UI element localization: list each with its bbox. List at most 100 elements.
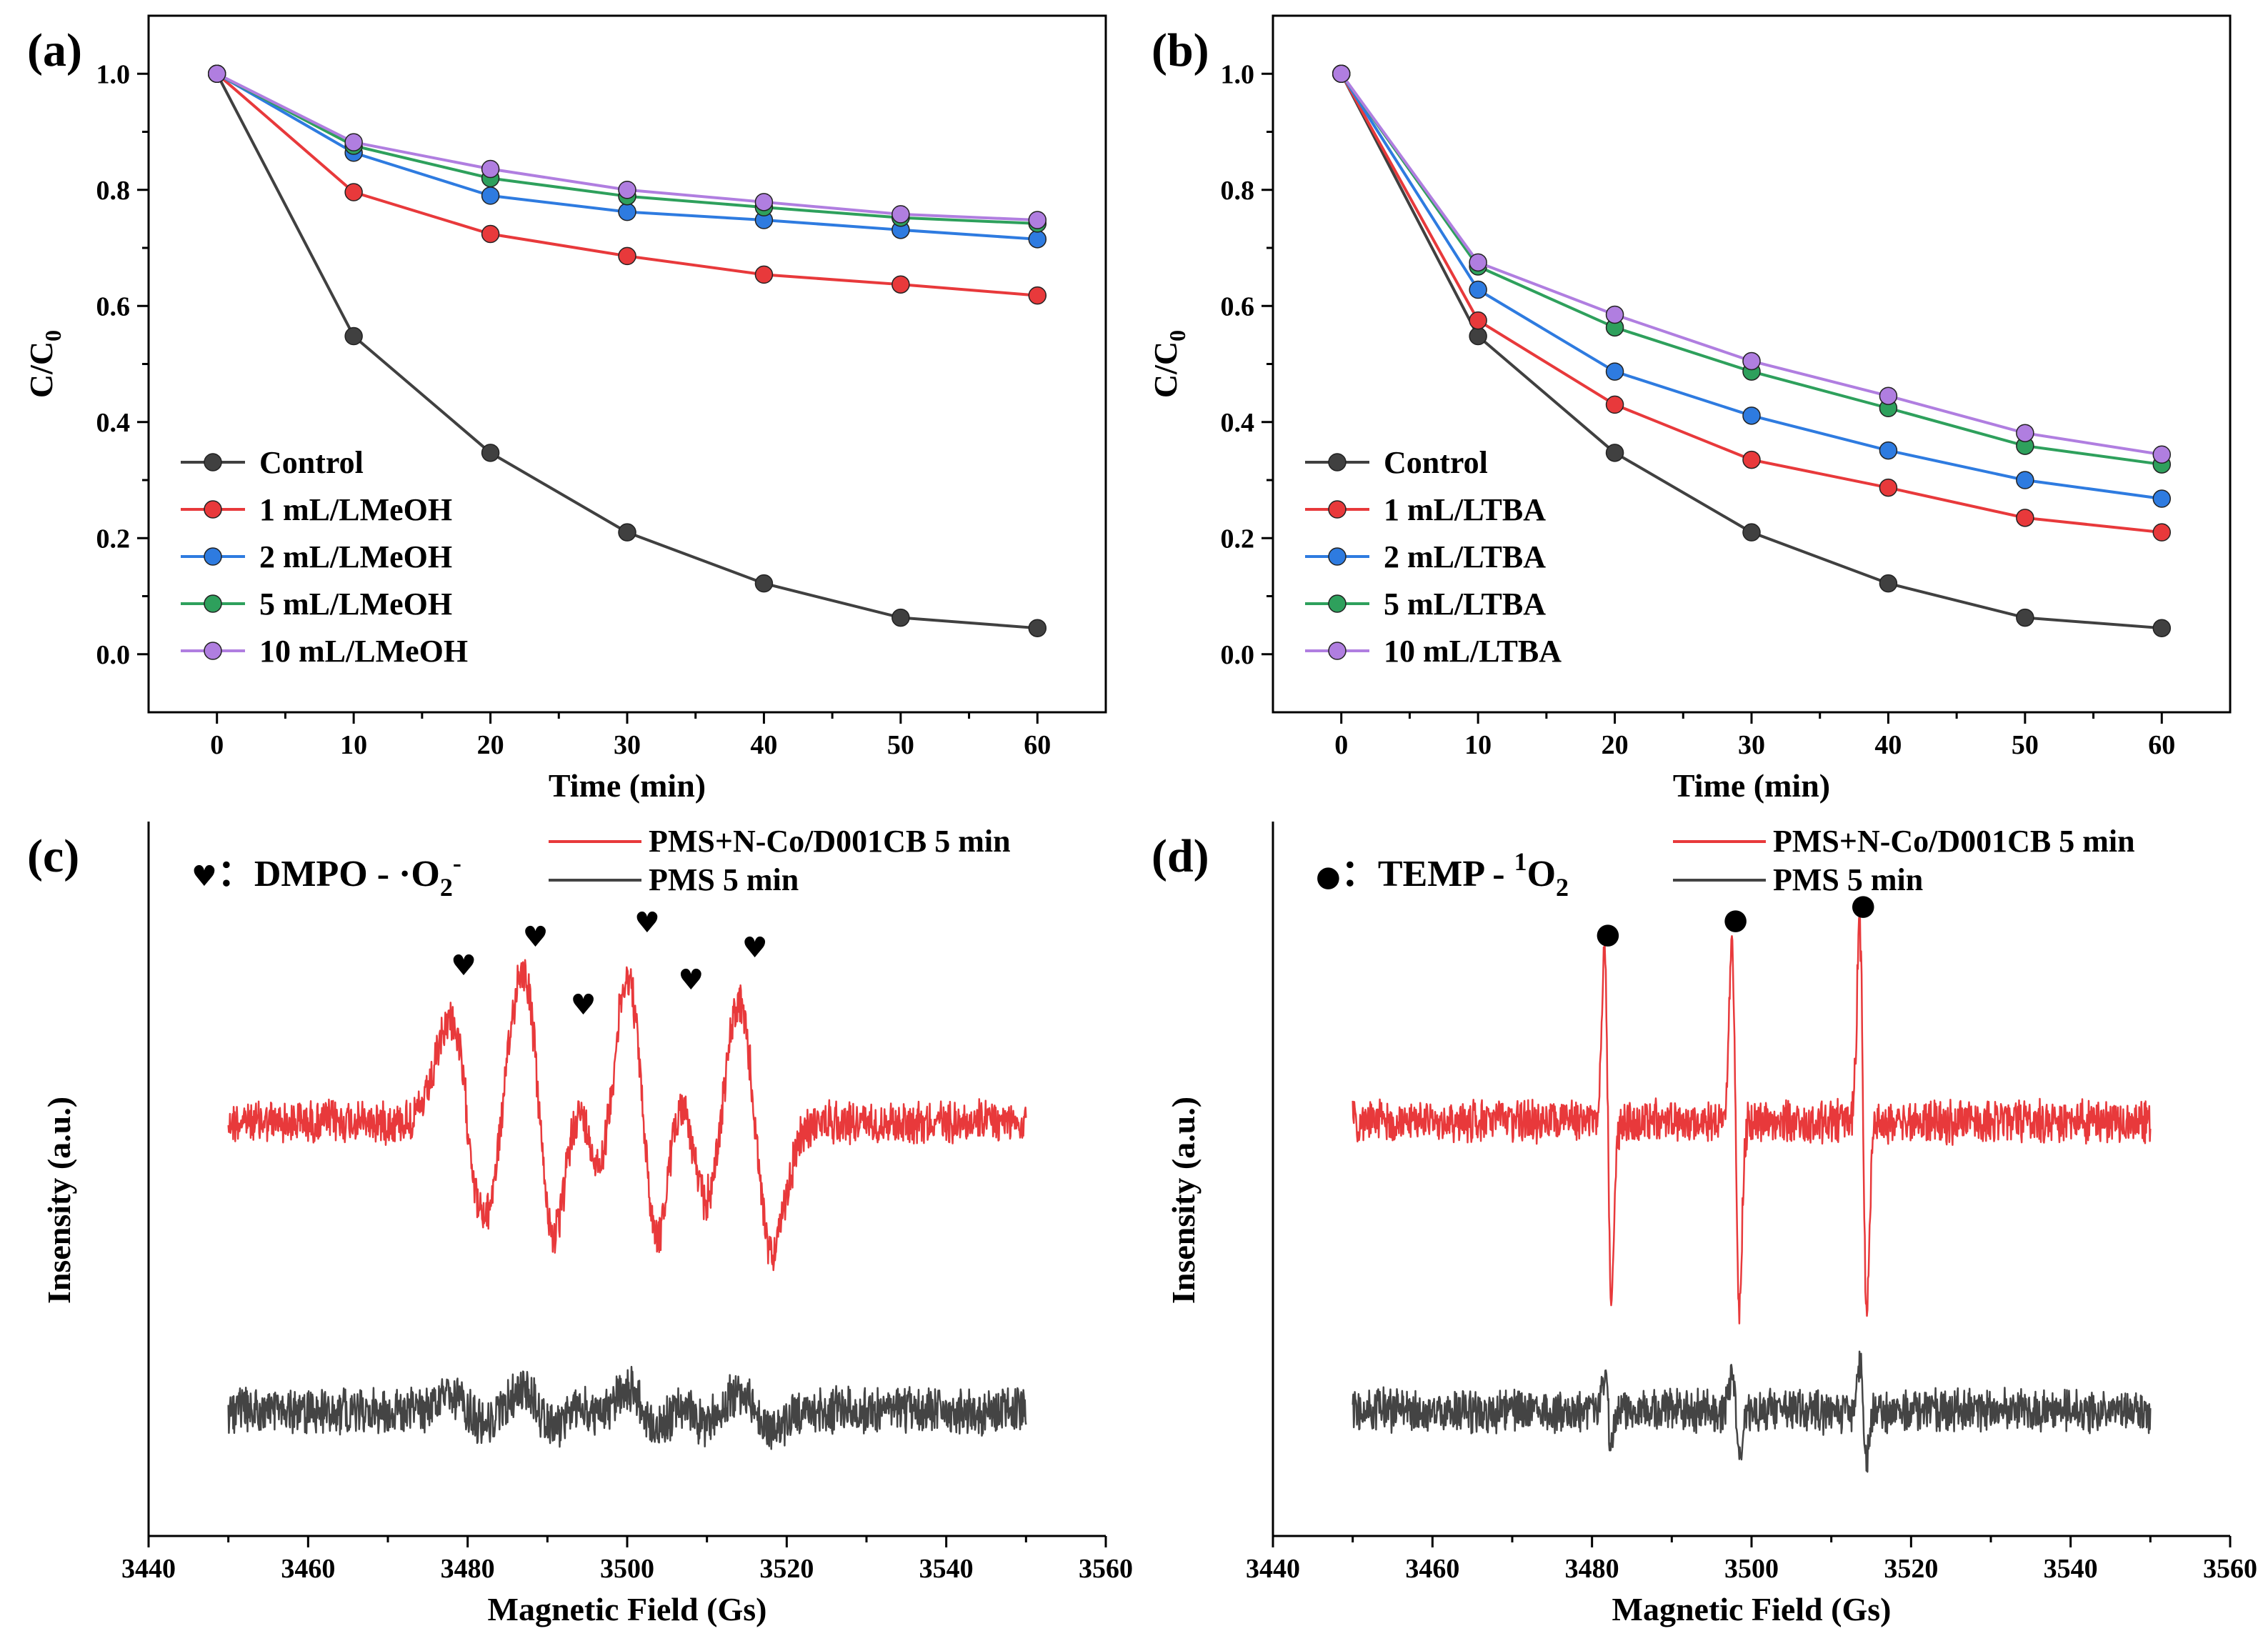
y-tick-label: 0.2 [96,524,131,554]
peak-marker: ♥ [451,949,476,982]
legend-marker [204,594,222,613]
data-point [344,326,363,346]
data-point [754,265,774,284]
data-point [1605,362,1624,381]
data-point [1879,478,1898,497]
legend-marker [204,453,222,472]
legend-label: 2 mL/LTBA [1384,539,1546,574]
panel-label-d: (d) [1152,830,1209,882]
x-tick-label: 3440 [1246,1554,1300,1584]
x-tick-label: 60 [2148,730,2175,760]
data-point [1469,253,1487,272]
y-tick-label: 0.0 [1221,640,1255,670]
data-point [2152,445,2172,464]
peak-marker: ♥ [523,921,549,954]
legend-marker [1328,453,1347,472]
annotation-sub: 2 [440,873,453,902]
y-tick-label: 1.0 [96,59,131,89]
x-tick-label: 0 [1334,730,1348,760]
panel-c: 3440 3460 3480 3500 3520 3540 3560 Magnetic Fie… [27,822,1133,1627]
data-point [1028,286,1047,305]
peak-marker: ♥ [571,989,596,1022]
peak-marker: ● [1723,903,1748,936]
series-0 [1332,64,2172,637]
data-point [1742,523,1761,542]
y-tick-label: 0.6 [1221,291,1255,321]
y-tick-label: 1.0 [1221,59,1255,89]
data-point [481,444,500,462]
x-tick-label: 3500 [600,1554,654,1584]
series-2 [207,64,1047,249]
annotation-text: ：DMPO - ·O [217,854,440,894]
x-tick-label: 20 [477,730,504,760]
peak-marker: ● [1596,917,1621,950]
annotation-sup: 1 [1514,847,1527,876]
panel-d: 3440 3460 3480 3500 3520 3540 3560 Magnetic Fie… [1152,822,2257,1627]
x-tick-label: 3540 [2044,1554,2098,1584]
x-tick-label: 60 [1024,730,1051,760]
x-tick-label: 20 [1602,730,1629,760]
data-point [1742,406,1761,425]
data-point [1879,386,1898,405]
species-annotation: ♥：DMPO - ·O2- [191,849,461,902]
data-point [1605,444,1624,462]
data-point [1028,619,1047,637]
x-tick-label: 40 [1874,730,1902,760]
y-tick-label: 0.4 [96,408,131,438]
data-point [1332,64,1351,83]
annotation-symbol: ● [1316,860,1341,893]
series-line [1340,73,2162,457]
y-axis-title-sub: 0 [1164,330,1190,341]
x-tick-label: 30 [614,730,641,760]
data-point [1605,305,1624,324]
data-point [2152,523,2172,542]
data-point [1028,211,1047,229]
legend-marker [204,547,222,566]
legend-label: 5 mL/LTBA [1384,587,1546,622]
legend-label: 1 mL/LMeOH [259,492,452,527]
series-4 [1332,64,2172,464]
data-point [2152,489,2172,508]
data-point [1742,351,1761,371]
legend-label: 10 mL/LMeOH [259,634,468,669]
data-point [1469,326,1487,346]
legend-label: 10 mL/LTBA [1384,634,1562,669]
data-point [891,275,910,294]
panel-label-b: (b) [1152,24,1209,76]
legend-label: PMS+N-Co/D001CB 5 min [1773,824,2135,859]
y-tick-label: 0.2 [1221,524,1255,554]
x-tick-label: 50 [2012,730,2039,760]
epr-trace-0 [1352,914,2152,1325]
x-tick-label: 10 [1464,730,1492,760]
panel-label-a: (a) [27,24,82,76]
annotation-sub: 2 [1556,873,1569,902]
y-axis-title: C/C0 [23,330,66,398]
x-tick-label: 0 [210,730,224,760]
epr-trace-1 [1352,1350,2152,1473]
annotation-symbol: ♥ [191,860,217,893]
data-point [2152,619,2172,637]
legend-label: Control [1384,445,1488,480]
y-tick-label: 0.6 [96,291,131,321]
data-point [1605,395,1624,414]
data-point [618,181,636,199]
data-point [2016,509,2034,527]
legend-label: PMS 5 min [1773,862,1923,897]
peak-marker: ♥ [742,932,768,964]
x-tick-label: 40 [750,730,777,760]
data-point [344,133,363,151]
annotation-sup: - [453,849,461,877]
legend-label: 5 mL/LMeOH [259,587,452,622]
x-tick-label: 30 [1738,730,1765,760]
x-axis-title: Time (min) [549,767,706,804]
x-tick-label: 10 [340,730,367,760]
y-tick-label: 0.4 [1221,408,1255,438]
x-tick-label: 3560 [1079,1554,1133,1584]
epr-trace-1 [227,1365,1027,1450]
x-tick-label: 3540 [919,1554,974,1584]
x-axis-title: Time (min) [1673,767,1830,804]
x-tick-label: 3560 [2203,1554,2257,1584]
data-point [891,205,910,224]
data-point [1469,280,1487,299]
